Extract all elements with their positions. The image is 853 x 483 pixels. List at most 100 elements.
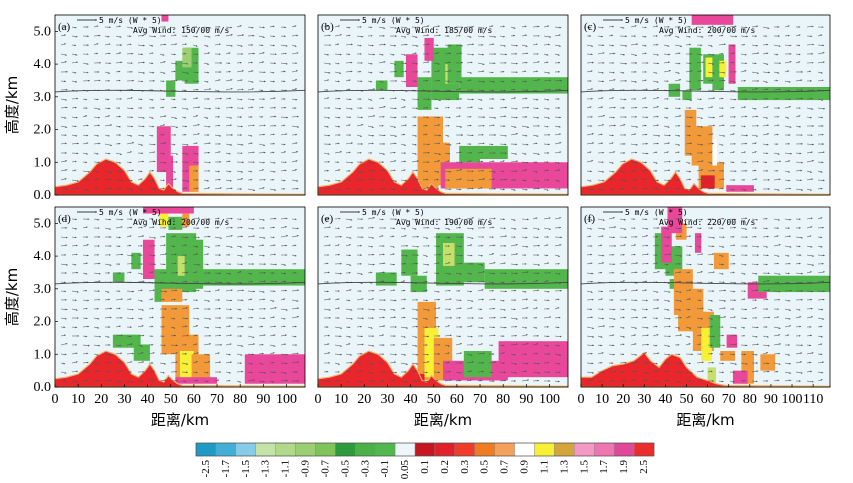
- wind-arrow: [334, 125, 341, 128]
- shaded-cell: [445, 168, 492, 189]
- x-axis-label: 距离/km: [151, 411, 209, 429]
- wind-arrow: [269, 97, 276, 100]
- wind-arrow: [214, 43, 221, 46]
- wind-arrow: [214, 124, 221, 127]
- wind-arrow: [115, 161, 122, 164]
- wind-arrow: [126, 97, 133, 100]
- wind-arrow: [104, 115, 110, 118]
- wind-arrow: [236, 79, 243, 82]
- wind-arrow: [499, 98, 505, 101]
- wind-arrow: [148, 143, 156, 146]
- wind-arrow: [82, 152, 89, 155]
- wind-arrow: [192, 187, 199, 190]
- colorbar-swatch: [594, 442, 615, 457]
- shaded-cell: [463, 351, 492, 378]
- wind-arrow: [477, 26, 485, 29]
- wind-arrow: [521, 34, 527, 37]
- wind-arrow: [389, 44, 397, 47]
- wind-arrow: [356, 35, 364, 38]
- wind-arrow: [323, 62, 331, 65]
- wind-arrow: [93, 107, 101, 110]
- wind-arrow: [488, 80, 495, 83]
- wind-arrow: [82, 188, 89, 191]
- wind-arrow: [444, 106, 450, 109]
- wind-arrow: [137, 61, 145, 64]
- wind-arrow: [345, 26, 351, 29]
- shaded-cell: [417, 77, 432, 110]
- shaded-cell: [182, 47, 192, 68]
- x-tick-label: 60: [187, 392, 201, 407]
- wind-arrow: [137, 71, 145, 74]
- wind-arrow: [455, 88, 461, 91]
- x-tick-label: 90: [519, 392, 533, 407]
- colorbar-swatch: [554, 442, 575, 457]
- wind-arrow: [280, 169, 287, 172]
- wind-arrow: [510, 97, 516, 100]
- wind-arrow: [258, 26, 265, 29]
- wind-arrow: [225, 44, 233, 47]
- wind-arrow: [411, 62, 418, 65]
- wind-arrow: [488, 43, 495, 46]
- x-tick-label: 40: [404, 392, 418, 407]
- wind-arrow: [345, 34, 351, 37]
- y-tick-label: 1.0: [34, 347, 52, 362]
- wind-arrow: [236, 178, 244, 181]
- wind-arrow: [214, 89, 220, 92]
- shaded-cell: [401, 249, 418, 276]
- wind-arrow: [334, 80, 340, 83]
- wind-arrow: [378, 61, 386, 64]
- wind-arrow: [203, 161, 211, 164]
- wind-arrow: [181, 25, 189, 28]
- wind-arrow: [345, 107, 353, 110]
- shaded-cell: [459, 77, 568, 94]
- wind-arrow: [269, 115, 277, 118]
- wind-arrow: [499, 89, 506, 92]
- wind-arrow: [280, 70, 286, 73]
- wind-arrow: [104, 52, 111, 55]
- wind-arrow: [170, 62, 178, 65]
- wind-arrow: [488, 35, 496, 38]
- wind-arrow: [389, 116, 397, 119]
- wind-arrow: [356, 116, 363, 119]
- wind-arrow: [280, 116, 288, 119]
- wind-arrow: [367, 53, 376, 56]
- wind-arrow: [258, 169, 264, 172]
- wind-arrow: [148, 52, 154, 55]
- avg-wind-label: Avg Wind: 200/00 m/s: [659, 26, 756, 35]
- x-tick-label: 10: [71, 392, 85, 407]
- wind-arrow: [137, 170, 143, 173]
- wind-arrow: [93, 152, 99, 155]
- wind-arrow: [510, 62, 518, 65]
- shaded-cell: [694, 233, 702, 253]
- x-tick-label: 20: [94, 392, 108, 407]
- wind-arrow: [422, 43, 430, 46]
- shaded-cell: [732, 370, 748, 384]
- wind-arrow: [236, 44, 243, 47]
- wind-arrow: [477, 70, 485, 73]
- wind-arrow: [71, 134, 78, 137]
- shaded-cell: [709, 315, 721, 348]
- shaded-cell: [112, 272, 125, 283]
- wind-arrow: [455, 44, 463, 47]
- wind-arrow: [115, 170, 122, 173]
- wind-arrow: [170, 152, 179, 155]
- shaded-cell: [713, 252, 729, 270]
- reference-vector-label: 5 m/s (W * 5): [362, 16, 425, 25]
- wind-arrow: [291, 44, 297, 47]
- wind-arrow: [258, 52, 265, 55]
- panel-e: (e) 5 m/s (W * 5)Avg Wind: 190/00 m/s 0 10 2…: [315, 206, 569, 429]
- colorbar-swatch: [355, 442, 376, 457]
- shaded-cell: [191, 354, 211, 381]
- wind-arrow: [280, 62, 288, 65]
- wind-arrow: [225, 124, 232, 127]
- wind-arrow: [181, 43, 187, 46]
- wind-arrow: [554, 26, 562, 29]
- wind-arrow: [93, 43, 99, 46]
- wind-arrow: [71, 97, 79, 100]
- wind-arrow: [291, 52, 299, 55]
- y-tick-label: 0.0: [34, 380, 52, 395]
- wind-arrow: [258, 124, 266, 127]
- x-tick-label: 30: [380, 392, 394, 407]
- wind-arrow: [543, 79, 552, 82]
- y-tick-label: 4.0: [34, 249, 52, 264]
